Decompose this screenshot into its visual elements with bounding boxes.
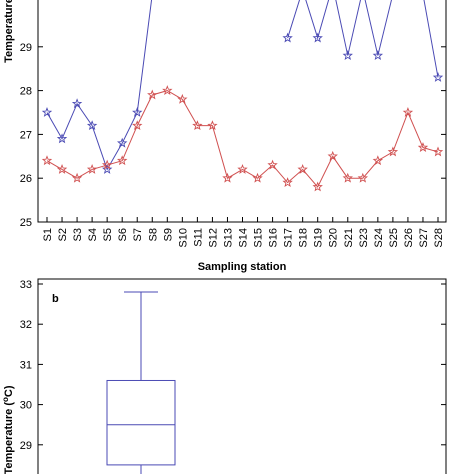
panel-a-x-tick-label: S2 [57, 228, 69, 241]
panel-a-x-tick-label: S20 [328, 228, 340, 248]
panel-b-boxplot [106, 291, 176, 474]
series-1-line [46, 0, 439, 171]
series-2-point [357, 172, 368, 183]
panel-a-x-tick-label: S7 [132, 228, 144, 241]
panel-a-x-tick-label: S14 [238, 228, 250, 248]
panel-a-x-tick-label: S26 [403, 228, 415, 248]
panel-a-x-tick-label: S5 [102, 228, 114, 241]
series-2-point [222, 172, 233, 183]
panel-b-y-axis: 29 30 31 32 33 [20, 279, 446, 452]
panel-b-y-tick-label: 32 [20, 319, 32, 331]
panel-a-x-tick-label: S12 [207, 228, 219, 248]
series-1-point [117, 137, 128, 148]
panel-a-x-axis: S1 S2 S3 S4 S5 S6 S7 S8 S9 S10 S11 S12 S13 S14 S15 S16 S… [42, 217, 445, 248]
panel-b: 29 30 31 32 33 b Temperature (oC) [1, 278, 447, 474]
series-2-point [312, 181, 323, 192]
panel-a-x-tick-label: S10 [177, 228, 189, 248]
series-2-point [162, 85, 173, 96]
panel-a-x-tick-label: S3 [72, 228, 84, 241]
series-2-point [252, 172, 263, 183]
panel-a-y-tick-label: 29 [20, 42, 32, 54]
series-2-point [147, 89, 158, 100]
series-2-point [117, 155, 128, 166]
panel-a-x-tick-label: S4 [87, 228, 99, 241]
panel-a-y-tick-label: 26 [20, 173, 32, 185]
series-2-point [402, 107, 414, 117]
series-2-point [372, 155, 384, 166]
series-1-point [56, 133, 68, 144]
series-2-point [387, 146, 399, 157]
panel-b-y-title-part1: Temperature ( [3, 402, 15, 474]
panel-a-y-axis: 25 26 27 28 29 [20, 42, 446, 229]
series-2-point [192, 120, 203, 131]
series-1-point [372, 50, 384, 60]
panel-b-y-title-degree: o [1, 397, 10, 402]
panel-b-y-tick-label: 31 [20, 359, 32, 371]
series-1-point [132, 107, 143, 117]
panel-a-x-tick-label: S13 [222, 228, 234, 248]
series-1-point [312, 32, 323, 43]
panel-a-x-tick-label: S24 [373, 228, 385, 248]
series-1-point [101, 163, 113, 174]
panel-a-x-tick-label: S27 [418, 228, 430, 248]
series-2-point [342, 172, 353, 183]
series-1-point [282, 32, 293, 43]
series-2-point [327, 150, 338, 161]
series-2-point [282, 177, 293, 187]
series-2-point [417, 142, 429, 152]
panel-a-x-tick-label: S17 [283, 228, 295, 248]
panel-b-y-tick-label: 33 [20, 279, 32, 291]
panel-a-y-tick-label: 28 [20, 86, 32, 98]
panel-b-y-title-part2: C) [3, 385, 15, 397]
panel-a-x-tick-label: S25 [388, 228, 400, 248]
panel-a-x-tick-label: S16 [268, 228, 280, 248]
panel-a-x-tick-label: S23 [358, 228, 370, 248]
series-2-point [86, 163, 98, 174]
series-2-point [132, 120, 143, 131]
panel-b-y-tick-label: 30 [20, 400, 32, 412]
series-2-point [432, 146, 444, 157]
panel-b-label: b [52, 293, 59, 305]
panel-a-x-tick-label: S28 [433, 228, 445, 248]
box-iqr [106, 379, 176, 466]
series-1-point [71, 98, 83, 109]
series-1-point [432, 72, 444, 82]
panel-b-y-tick-label: 29 [20, 440, 32, 452]
series-2-line [46, 90, 439, 188]
series-2-point [237, 163, 248, 174]
panel-a-y-tick-label: 25 [20, 217, 32, 229]
panel-a-plot-frame [37, 0, 447, 223]
series-2-point [56, 163, 68, 174]
series-1-point [86, 120, 98, 131]
panel-a-series [41, 0, 444, 192]
series-2-point [71, 172, 83, 183]
panel-a-x-tick-label: S8 [147, 228, 159, 241]
panel-a-y-axis-title: Temperature [3, 0, 15, 63]
panel-a-x-tick-label: S21 [343, 228, 355, 248]
panel-a-x-tick-label: S19 [313, 228, 325, 248]
panel-a-x-tick-label: S9 [162, 228, 174, 241]
series-2-point [177, 93, 188, 104]
series-2-point [267, 159, 278, 170]
panel-b-y-axis-title: Temperature (oC) [1, 385, 16, 474]
panel-b-plot-frame [37, 278, 447, 474]
series-2-point [41, 155, 53, 166]
panel-a-x-tick-label: S11 [192, 228, 204, 247]
panel-a-x-tick-label: S18 [298, 228, 310, 248]
series-2-point [297, 163, 308, 174]
panel-a-x-tick-label: S6 [117, 228, 129, 241]
series-1-point [41, 107, 53, 117]
series-1-point [342, 50, 353, 60]
panel-a-x-axis-title: Sampling station [198, 261, 287, 273]
panel-a-x-tick-label: S1 [42, 228, 54, 241]
series-2-point [207, 120, 218, 131]
panel-a-x-tick-label: S15 [253, 228, 265, 248]
panel-a-y-tick-label: 27 [20, 129, 32, 141]
series-2-point [101, 159, 113, 170]
